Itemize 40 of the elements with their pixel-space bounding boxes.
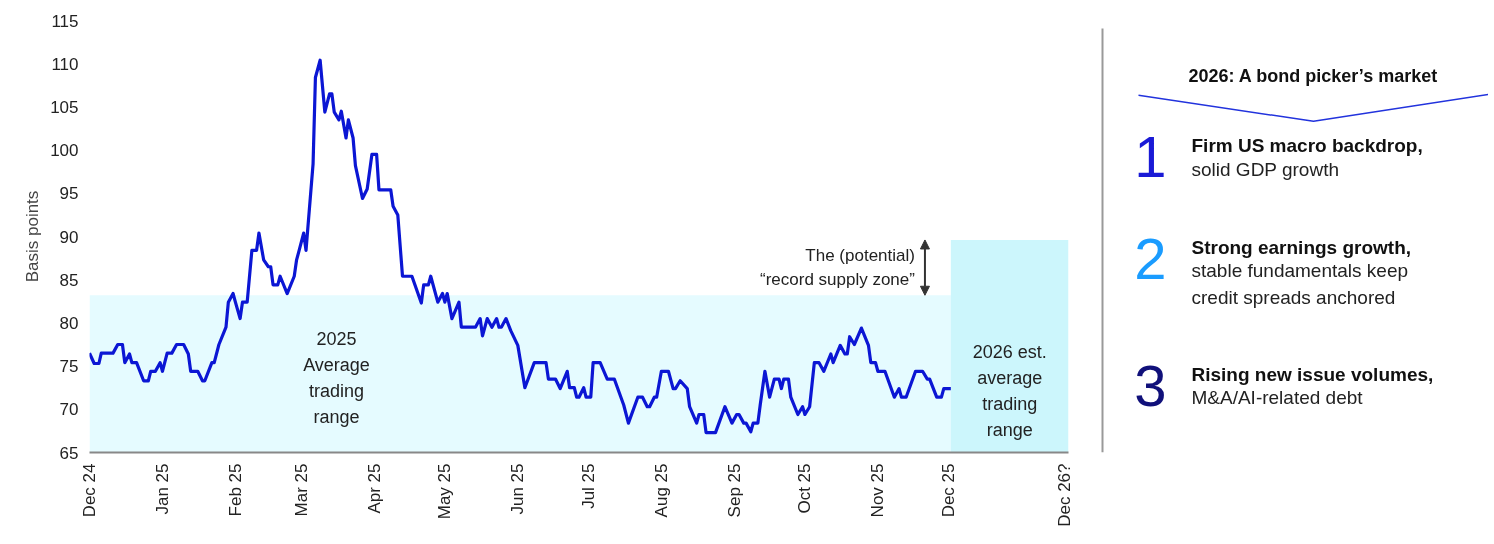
text: 2 xyxy=(1134,225,1167,291)
text: Dec 26? xyxy=(1055,463,1074,527)
text: 3 xyxy=(1134,352,1167,418)
y-tick-label: 65 xyxy=(59,443,79,463)
x-tick-label: Apr 25 xyxy=(364,463,384,514)
y-tick-label: 80 xyxy=(59,313,79,333)
x-tick-label: Jul 25 xyxy=(578,463,598,509)
x-tick-label: Dec 24 xyxy=(80,463,99,518)
y-axis-title: Basis points xyxy=(23,190,43,283)
annotation: The (potential) “record supply zone” xyxy=(759,245,916,290)
text: solid GDP growth xyxy=(1191,158,1339,180)
text: 2026: A bond picker’s market xyxy=(1188,66,1438,87)
text: Strong earnings growth, xyxy=(1191,237,1412,259)
x-tick-label: Nov 25 xyxy=(868,463,888,518)
text: stable fundamentals keep credit spreads anchored xyxy=(1191,260,1409,308)
x-tick-label: May 25 xyxy=(435,463,455,520)
annotation: 2025 Average trading range xyxy=(303,328,370,427)
x-tick-label: Feb 25 xyxy=(225,463,245,517)
y-tick-label: 70 xyxy=(59,400,79,420)
y-tick-label: 110 xyxy=(51,54,79,74)
y-tick-label: 100 xyxy=(50,141,79,161)
x-tick-label: Oct 25 xyxy=(795,463,815,514)
text: M&A/AI-related debt xyxy=(1191,387,1364,409)
line-series xyxy=(89,58,953,435)
x-tick-label: Jun 25 xyxy=(508,463,528,515)
x-tick-label: Mar 25 xyxy=(291,463,311,517)
x-tick-label: Sep 25 xyxy=(724,463,744,518)
annotation: 2026 est. average trading range xyxy=(972,341,1047,440)
text: 1 xyxy=(1134,124,1167,190)
text: Rising new issue volumes, xyxy=(1191,364,1434,386)
x-tick-label: Aug 25 xyxy=(651,463,671,518)
text: Firm US macro backdrop, xyxy=(1191,135,1423,157)
y-tick-label: 115 xyxy=(51,11,79,31)
y-tick-label: 75 xyxy=(59,357,79,377)
x-tick-label: Jan 25 xyxy=(152,463,172,515)
x-tick-label: Dec 25 xyxy=(938,463,958,518)
y-tick-label: 105 xyxy=(50,97,79,117)
y-tick-label: 85 xyxy=(59,270,79,290)
y-tick-label: 90 xyxy=(59,227,79,247)
y-tick-label: 95 xyxy=(59,184,79,204)
